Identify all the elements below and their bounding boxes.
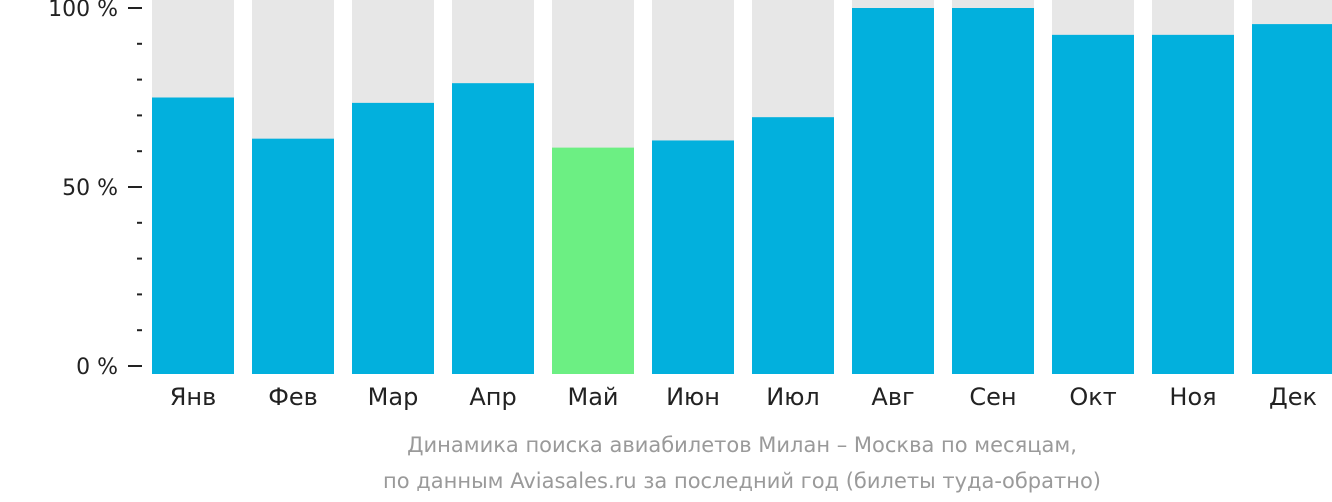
bar-10[interactable] (1052, 34, 1134, 374)
bar-8[interactable] (852, 8, 934, 374)
bar-9[interactable] (952, 8, 1034, 374)
bar-4[interactable] (452, 83, 534, 375)
bar-3[interactable] (352, 102, 434, 375)
bar-12[interactable] (1252, 24, 1332, 375)
caption-line-2: по данным Aviasales.ru за последний год … (383, 469, 1101, 493)
x-tick-label-9: Сен (969, 383, 1016, 411)
x-axis-labels: Янв Фев Мар Апр Май Июн Июл Авг Сен Окт Ноя Дек (170, 383, 1317, 411)
y-tick-label-3: 100 % (48, 0, 118, 22)
bar-5[interactable] (552, 147, 634, 374)
bar-6[interactable] (652, 140, 734, 374)
bar-2[interactable] (252, 138, 334, 374)
x-tick-label-4: Апр (469, 383, 516, 411)
x-tick-label-6: Июн (666, 383, 720, 411)
bars-group (152, 0, 1332, 375)
x-tick-label-10: Окт (1069, 383, 1116, 411)
x-tick-label-5: Май (567, 383, 618, 411)
x-tick-label-7: Июл (766, 383, 820, 411)
x-tick-label-12: Дек (1269, 383, 1317, 411)
y-tick-label-2: 50 % (62, 176, 118, 201)
y-axis: 0 % 50 % 100 % (48, 0, 142, 380)
x-tick-label-11: Ноя (1169, 383, 1216, 411)
x-tick-label-1: Янв (170, 383, 217, 411)
y-tick-label-1: 0 % (76, 355, 118, 380)
bar-11[interactable] (1152, 34, 1234, 374)
bar-7[interactable] (752, 117, 834, 374)
caption-line-1: Динамика поиска авиабилетов Милан – Моск… (407, 433, 1077, 457)
x-tick-label-8: Авг (871, 383, 914, 411)
bar-1[interactable] (152, 97, 234, 375)
x-tick-label-2: Фев (268, 383, 318, 411)
x-tick-label-3: Мар (368, 383, 419, 411)
